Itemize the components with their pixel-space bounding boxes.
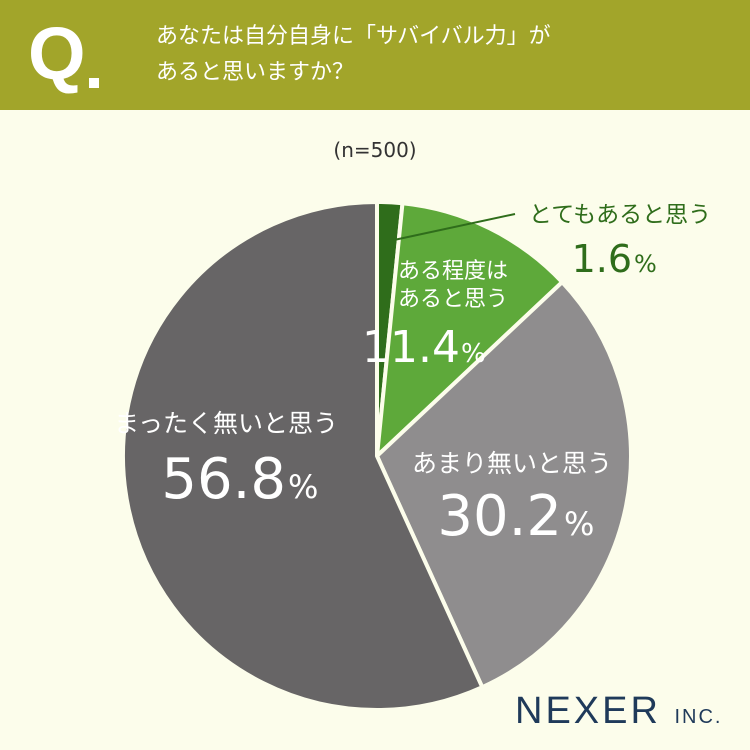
label-somewhat-1: ある程度は: [398, 259, 508, 284]
question-header: Q あなたは自分自身に「サバイバル力」が あると思いますか？: [0, 0, 750, 110]
pct-very: %: [634, 250, 657, 278]
pie-slice-3: [121, 200, 485, 712]
question-line-2: あると思いますか？: [156, 60, 355, 85]
pie-slice-1: [375, 201, 565, 458]
leader-line: [393, 213, 516, 241]
pct-not-much: %: [564, 505, 594, 543]
q-mark: Q: [28, 12, 86, 95]
pct-not-at-all: %: [288, 468, 318, 506]
pie-slice-2: [375, 280, 633, 690]
question-line-1: あなたは自分自身に「サバイバル力」が: [156, 24, 551, 49]
sample-size: (n=500): [333, 138, 417, 162]
q-dot: [89, 78, 99, 88]
pct-somewhat: %: [461, 339, 486, 369]
nexer-logo: NEXER INC.: [515, 690, 723, 732]
value-somewhat: 11.4: [362, 322, 460, 373]
label-somewhat-2: あると思う: [398, 287, 508, 312]
value-very: 1.6: [572, 237, 632, 281]
value-not-much: 30.2: [437, 484, 562, 549]
label-not-much: あまり無いと思う: [412, 449, 612, 478]
value-not-at-all: 56.8: [161, 447, 286, 512]
label-not-at-all: まったく無いと思う: [114, 409, 338, 438]
label-very: とてもあると思う: [529, 202, 711, 228]
